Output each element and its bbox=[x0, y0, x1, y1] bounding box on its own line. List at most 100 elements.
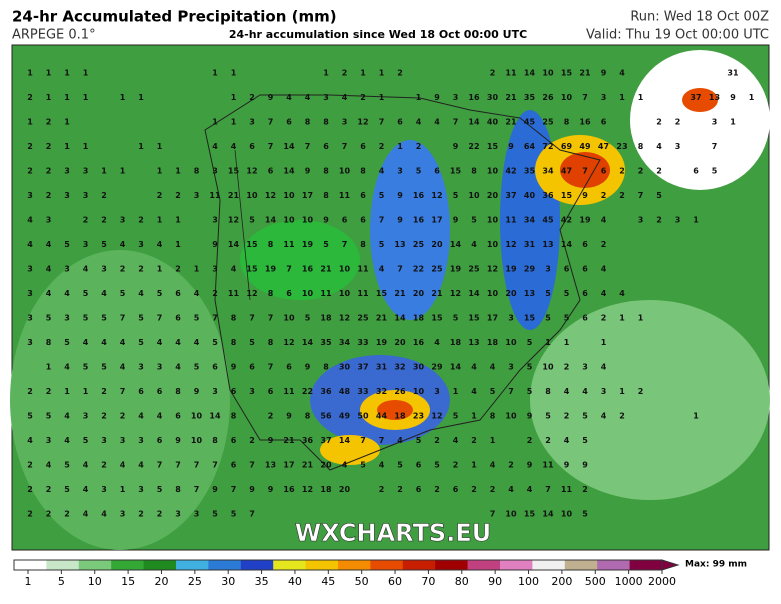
grid-value: 3 bbox=[545, 265, 551, 274]
grid-value: 4 bbox=[490, 461, 496, 470]
grid-value: 9 bbox=[323, 216, 329, 225]
grid-value: 1 bbox=[83, 93, 89, 102]
grid-value: 2 bbox=[545, 436, 551, 445]
color-swatch bbox=[564, 560, 598, 570]
grid-value: 7 bbox=[268, 118, 274, 127]
grid-value: 14 bbox=[394, 314, 406, 323]
grid-value: 11 bbox=[357, 289, 369, 298]
color-swatch bbox=[597, 560, 631, 570]
grid-value: 8 bbox=[46, 338, 52, 347]
legend-label: 30 bbox=[221, 575, 235, 588]
grid-value: 4 bbox=[342, 93, 348, 102]
grid-value: 7 bbox=[120, 314, 126, 323]
grid-value: 14 bbox=[283, 142, 295, 151]
grid-value: 5 bbox=[64, 338, 70, 347]
grid-value: 29 bbox=[431, 363, 443, 372]
grid-value: 11 bbox=[320, 289, 332, 298]
grid-value: 5 bbox=[64, 240, 70, 249]
grid-value: 15 bbox=[431, 314, 443, 323]
grid-value: 1 bbox=[545, 338, 551, 347]
grid-value: 12 bbox=[431, 412, 442, 421]
grid-value: 6 bbox=[231, 436, 237, 445]
grid-value: 2 bbox=[157, 191, 163, 200]
grid-value: 8 bbox=[545, 387, 551, 396]
grid-value: 4 bbox=[231, 142, 237, 151]
grid-value: 50 bbox=[357, 412, 369, 421]
grid-value: 3 bbox=[194, 191, 200, 200]
grid-value: 15 bbox=[246, 240, 258, 249]
grid-value: 13 bbox=[709, 93, 720, 102]
grid-value: 19 bbox=[302, 240, 314, 249]
grid-value: 3 bbox=[83, 412, 89, 421]
grid-value: 9 bbox=[231, 363, 237, 372]
grid-value: 2 bbox=[656, 216, 662, 225]
grid-value: 12 bbox=[505, 240, 516, 249]
grid-value: 21 bbox=[283, 436, 295, 445]
grid-value: 2 bbox=[138, 510, 144, 519]
grid-value: 4 bbox=[564, 436, 570, 445]
grid-value: 13 bbox=[468, 338, 479, 347]
grid-value: 42 bbox=[561, 216, 572, 225]
grid-value: 10 bbox=[413, 387, 425, 396]
grid-value: 2 bbox=[675, 118, 681, 127]
grid-value: 2 bbox=[46, 485, 52, 494]
grid-value: 1 bbox=[416, 93, 422, 102]
grid-value: 11 bbox=[283, 240, 295, 249]
grid-value: 2 bbox=[490, 69, 496, 78]
grid-value: 3 bbox=[64, 314, 70, 323]
grid-value: 1 bbox=[101, 167, 107, 176]
grid-value: 6 bbox=[582, 289, 588, 298]
grid-value: 7 bbox=[268, 314, 274, 323]
grid-value: 8 bbox=[175, 387, 181, 396]
grid-value: 16 bbox=[468, 93, 480, 102]
grid-value: 4 bbox=[27, 436, 33, 445]
grid-value: 48 bbox=[339, 387, 351, 396]
grid-value: 21 bbox=[228, 191, 240, 200]
grid-value: 3 bbox=[249, 118, 255, 127]
grid-value: 4 bbox=[471, 240, 477, 249]
grid-value: 5 bbox=[379, 240, 385, 249]
grid-value: 5 bbox=[212, 338, 218, 347]
grid-value: 12 bbox=[246, 289, 257, 298]
grid-value: 33 bbox=[357, 338, 368, 347]
grid-value: 2 bbox=[397, 485, 403, 494]
grid-value: 1 bbox=[379, 69, 385, 78]
grid-value: 36 bbox=[302, 436, 314, 445]
grid-value: 10 bbox=[246, 191, 258, 200]
grid-value: 14 bbox=[450, 240, 462, 249]
grid-value: 49 bbox=[579, 142, 591, 151]
grid-value: 1 bbox=[360, 69, 366, 78]
grid-value: 35 bbox=[524, 167, 536, 176]
color-swatch bbox=[78, 560, 112, 570]
color-swatch bbox=[240, 560, 274, 570]
grid-value: 14 bbox=[228, 240, 240, 249]
grid-value: 4 bbox=[379, 461, 385, 470]
grid-value: 2 bbox=[101, 191, 107, 200]
grid-value: 3 bbox=[64, 265, 70, 274]
grid-value: 6 bbox=[601, 118, 607, 127]
grid-value: 3 bbox=[675, 142, 681, 151]
grid-value: 4 bbox=[619, 69, 625, 78]
grid-value: 4 bbox=[564, 387, 570, 396]
grid-value: 5 bbox=[564, 289, 570, 298]
grid-value: 2 bbox=[27, 387, 33, 396]
grid-value: 14 bbox=[265, 216, 277, 225]
grid-value: 2 bbox=[101, 461, 107, 470]
grid-value: 2 bbox=[342, 69, 348, 78]
grid-value: 32 bbox=[394, 363, 405, 372]
grid-value: 3 bbox=[138, 240, 144, 249]
grid-value: 7 bbox=[638, 191, 644, 200]
grid-value: 4 bbox=[83, 510, 89, 519]
grid-value: 8 bbox=[360, 167, 366, 176]
grid-value: 5 bbox=[120, 289, 126, 298]
grid-value: 6 bbox=[693, 167, 699, 176]
colorbar-arrow bbox=[661, 559, 680, 571]
grid-value: 5 bbox=[157, 289, 163, 298]
color-swatch bbox=[532, 560, 566, 570]
grid-value: 5 bbox=[527, 338, 533, 347]
grid-value: 2 bbox=[619, 167, 625, 176]
grid-value: 9 bbox=[212, 485, 218, 494]
grid-value: 5 bbox=[138, 314, 144, 323]
grid-value: 7 bbox=[175, 461, 181, 470]
grid-value: 2 bbox=[601, 191, 607, 200]
